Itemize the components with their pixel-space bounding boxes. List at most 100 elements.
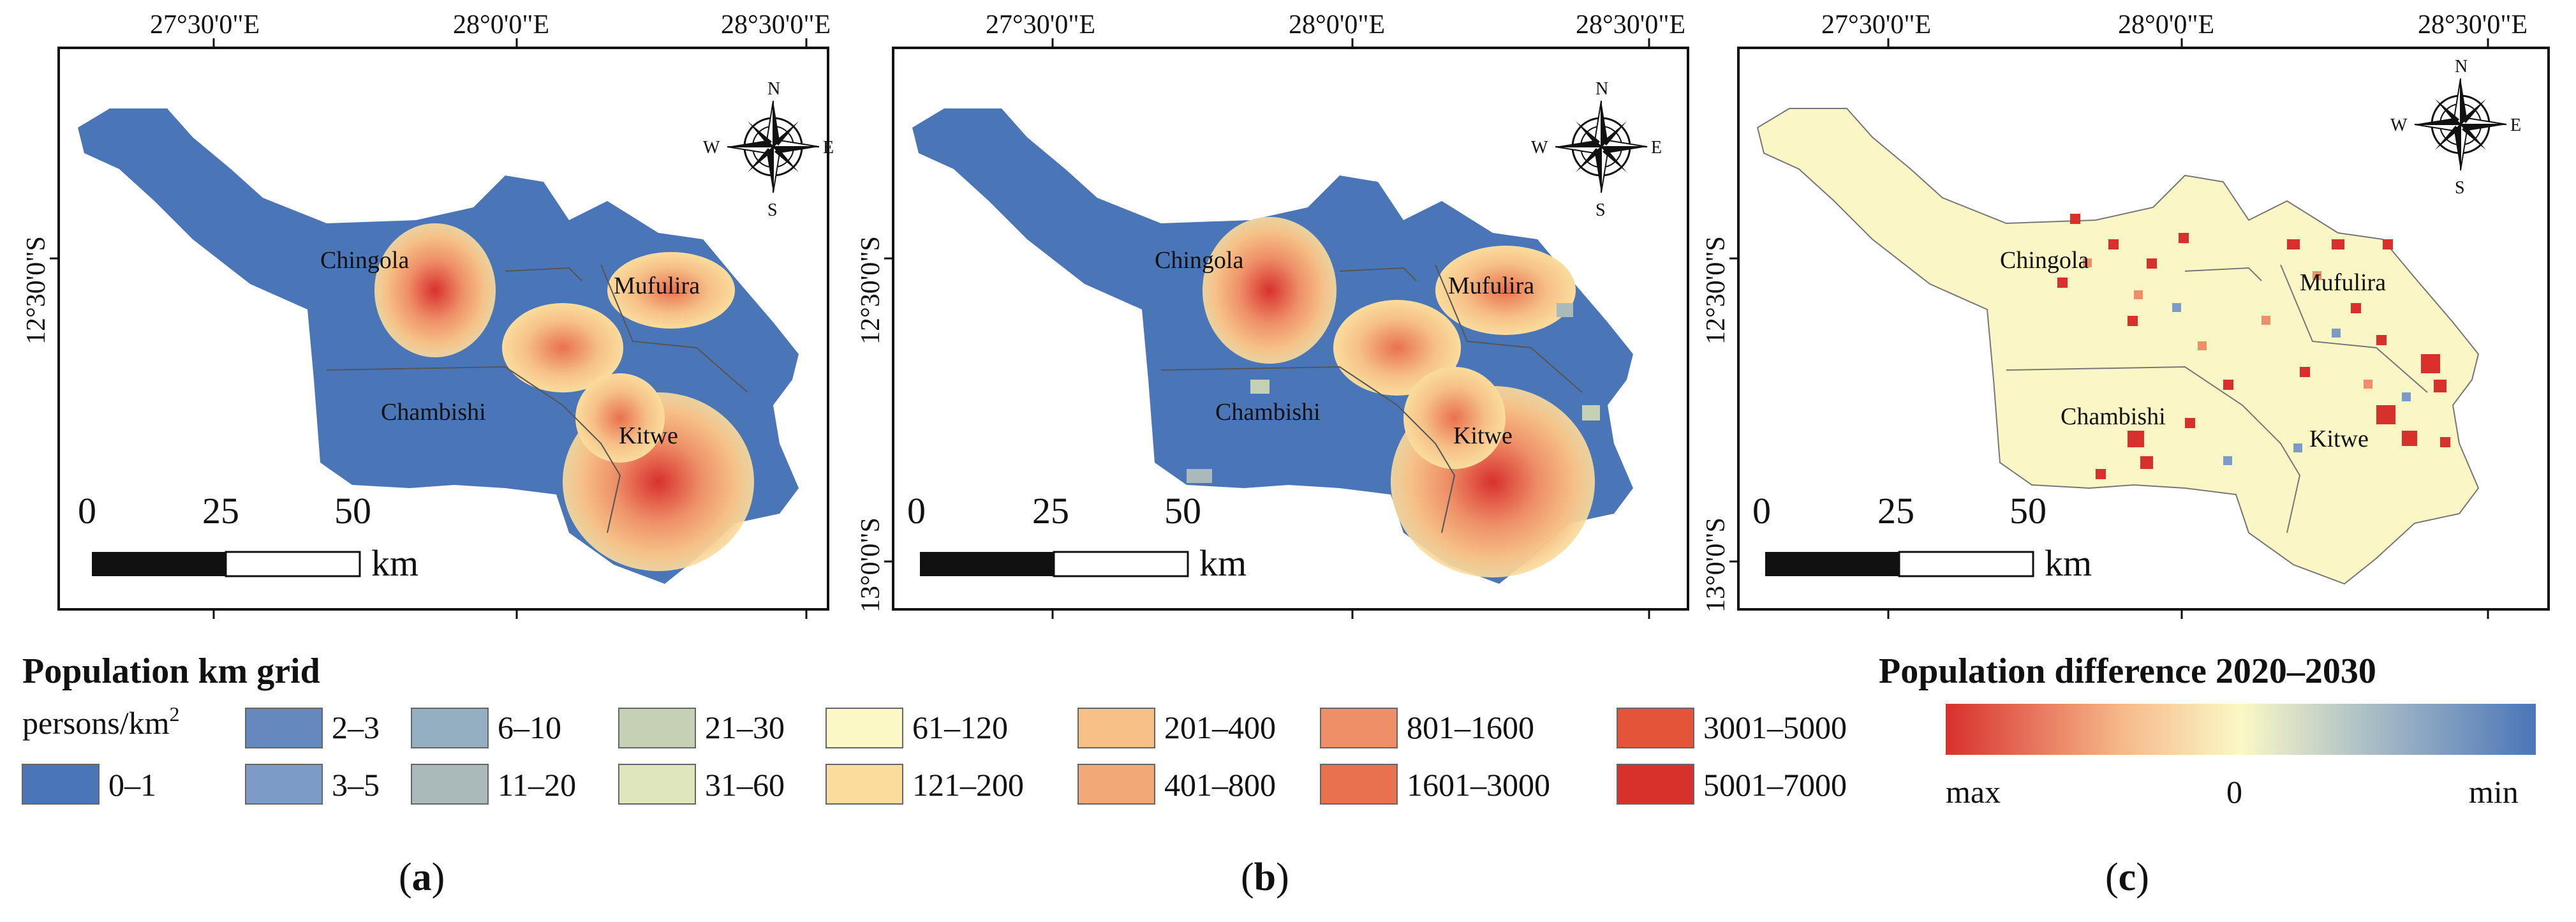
legend-item: 401–800	[1077, 764, 1276, 805]
ramp-zero-label: 0	[2226, 774, 2242, 810]
difference-color-ramp	[1946, 704, 2536, 755]
legend-item: 3001–5000	[1617, 708, 1847, 748]
svg-text:6–10: 6–10	[498, 710, 561, 745]
map-panel-c: Chingola Mufulira Chambishi Kitwe N S E …	[1737, 47, 2550, 611]
legend-difference: Population difference 2020–2030 max 0 mi…	[1879, 651, 2536, 810]
svg-text:28°30'0"E: 28°30'0"E	[2418, 10, 2528, 40]
svg-text:5001–7000: 5001–7000	[1703, 767, 1847, 803]
axis-ticks-a: 27°30'0"E 28°0'0"E 28°30'0"E 12°30'0"S	[22, 10, 831, 619]
svg-text:12°30'0"S: 12°30'0"S	[856, 236, 885, 345]
svg-text:25: 25	[202, 490, 239, 532]
scale-bar: 0 25 50 km	[907, 490, 1247, 584]
ramp-min-label: min	[2469, 774, 2519, 810]
svg-text:25: 25	[1032, 490, 1069, 532]
svg-text:12°30'0"S: 12°30'0"S	[22, 236, 51, 345]
svg-text:3–5: 3–5	[332, 767, 380, 803]
svg-text:W: W	[1531, 138, 1548, 158]
map-panel-b: Chingola Mufulira Chambishi Kitwe N S E …	[892, 47, 1689, 611]
svg-text:1601–3000: 1601–3000	[1407, 767, 1550, 803]
svg-text:0–1: 0–1	[108, 767, 156, 803]
svg-text:km: km	[371, 542, 418, 584]
svg-text:12°30'0"S: 12°30'0"S	[1701, 236, 1731, 345]
svg-text:N: N	[767, 79, 780, 99]
legend-unit: persons/km2	[22, 703, 180, 741]
legend-item: 1601–3000	[1320, 764, 1550, 805]
svg-text:E: E	[1651, 138, 1662, 158]
svg-text:E: E	[823, 138, 834, 158]
city-label-chambishi: Chambishi	[381, 399, 486, 426]
city-label-kitwe: Kitwe	[2309, 426, 2369, 452]
legend-item: 801–1600	[1320, 708, 1534, 748]
svg-text:27°30'0"E: 27°30'0"E	[1821, 10, 1931, 40]
legend-item: 6–10	[411, 708, 561, 748]
svg-text:km: km	[1199, 542, 1247, 584]
svg-text:S: S	[1595, 200, 1606, 220]
panel-label-c: (c)	[2105, 856, 2149, 899]
scale-bar: 0 25 50 km	[78, 490, 418, 584]
axis-ticks-b: 27°30'0"E 28°0'0"E 28°30'0"E 12°30'0"S 1…	[856, 10, 1685, 619]
svg-text:21–30: 21–30	[705, 710, 785, 745]
city-label-mufulira: Mufulira	[614, 272, 700, 299]
region-population-2020	[78, 108, 799, 584]
legend-population-title: Population km grid	[22, 651, 320, 691]
svg-text:25: 25	[1877, 490, 1914, 532]
legend-item: 21–30	[618, 708, 785, 748]
svg-text:N: N	[1595, 79, 1608, 99]
svg-text:W: W	[2390, 115, 2408, 135]
svg-text:E: E	[2510, 115, 2521, 135]
region-population-2030	[912, 108, 1633, 584]
compass-rose-icon: N S E W	[1531, 79, 1662, 220]
svg-text:50: 50	[2010, 490, 2047, 532]
legend-item: 61–120	[825, 708, 1008, 748]
svg-text:28°0'0"E: 28°0'0"E	[1289, 10, 1385, 40]
svg-text:11–20: 11–20	[498, 767, 576, 803]
svg-text:S: S	[767, 200, 778, 220]
svg-text:0: 0	[907, 490, 926, 532]
city-label-mufulira: Mufulira	[2300, 269, 2386, 296]
compass-rose-icon: N S E W	[2390, 57, 2521, 198]
legend-item: 11–20	[411, 764, 576, 805]
legend-item: 3–5	[245, 764, 380, 805]
city-label-chambishi: Chambishi	[2061, 403, 2166, 430]
legend-difference-title: Population difference 2020–2030	[1879, 651, 2376, 691]
svg-text:27°30'0"E: 27°30'0"E	[150, 10, 260, 40]
city-label-chingola: Chingola	[320, 247, 409, 274]
svg-text:13°0'0"S: 13°0'0"S	[856, 517, 885, 613]
svg-text:S: S	[2455, 178, 2465, 198]
svg-text:801–1600: 801–1600	[1407, 710, 1534, 745]
city-label-kitwe: Kitwe	[1453, 422, 1513, 449]
city-label-kitwe: Kitwe	[619, 422, 678, 449]
svg-text:28°0'0"E: 28°0'0"E	[453, 10, 549, 40]
svg-text:201–400: 201–400	[1164, 710, 1276, 745]
svg-text:0: 0	[78, 490, 96, 532]
scale-bar: 0 25 50 km	[1752, 490, 2092, 584]
legend-population: Population km grid persons/km2 0–1 2–3 3…	[22, 651, 1847, 805]
legend-item: 0–1	[22, 764, 156, 805]
city-label-chingola: Chingola	[1155, 247, 1243, 274]
svg-text:0: 0	[1752, 490, 1771, 532]
axis-ticks-c: 27°30'0"E 28°0'0"E 28°30'0"E 12°30'0"S 1…	[1701, 10, 2528, 619]
legend-item: 31–60	[618, 764, 785, 805]
svg-text:2–3: 2–3	[332, 710, 380, 745]
region-population-difference	[1757, 108, 2479, 584]
city-label-mufulira: Mufulira	[1448, 272, 1534, 299]
svg-text:28°0'0"E: 28°0'0"E	[2118, 10, 2214, 40]
svg-text:61–120: 61–120	[912, 710, 1008, 745]
city-label-chambishi: Chambishi	[1215, 399, 1321, 426]
svg-text:31–60: 31–60	[705, 767, 785, 803]
svg-text:50: 50	[1164, 490, 1201, 532]
panel-label-a: (a)	[399, 856, 445, 899]
svg-text:km: km	[2045, 542, 2092, 584]
svg-text:W: W	[703, 138, 720, 158]
svg-text:13°0'0"S: 13°0'0"S	[1701, 517, 1731, 613]
svg-text:50: 50	[334, 490, 371, 532]
legend-item: 201–400	[1077, 708, 1276, 748]
svg-text:121–200: 121–200	[912, 767, 1024, 803]
svg-text:401–800: 401–800	[1164, 767, 1276, 803]
svg-text:3001–5000: 3001–5000	[1703, 710, 1847, 745]
ramp-max-label: max	[1946, 774, 2001, 810]
svg-text:28°30'0"E: 28°30'0"E	[721, 10, 831, 40]
compass-rose-icon: N S E W	[703, 79, 834, 220]
legend-item: 2–3	[245, 708, 380, 748]
